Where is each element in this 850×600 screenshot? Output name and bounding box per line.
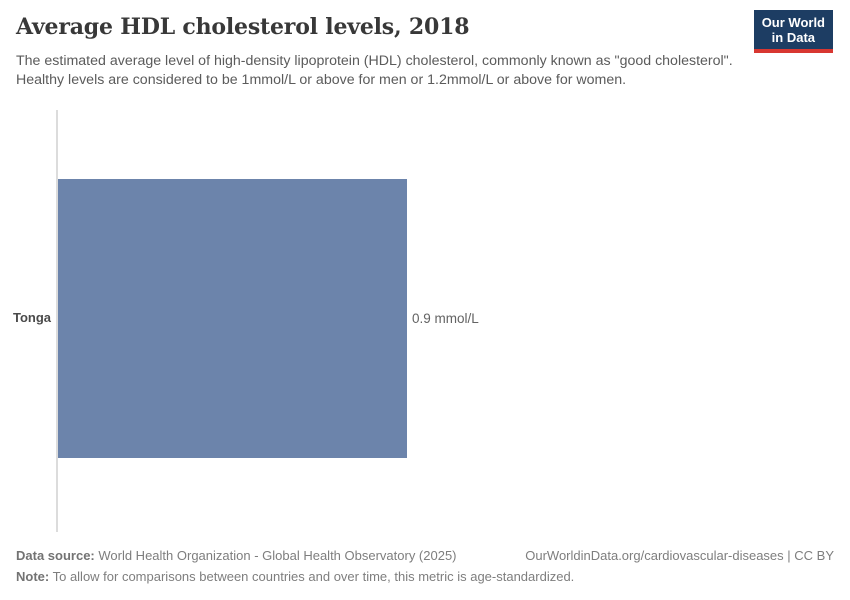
bar-value-label: 0.9 mmol/L bbox=[412, 311, 479, 326]
note-label: Note: bbox=[16, 569, 50, 584]
entity-label: Tonga bbox=[12, 310, 51, 325]
owid-logo: Our World in Data bbox=[753, 10, 833, 53]
y-axis-line bbox=[56, 110, 58, 532]
data-source-line: Data source: World Health Organization -… bbox=[16, 548, 457, 563]
bar bbox=[58, 179, 407, 458]
chart-subtitle: The estimated average level of high-dens… bbox=[16, 53, 733, 88]
note-line: Note: To allow for comparisons between c… bbox=[16, 569, 574, 584]
owid-logo-line2: in Data bbox=[771, 30, 816, 45]
data-source-label: Data source: bbox=[16, 548, 95, 563]
page-title: Average HDL cholesterol levels, 2018 bbox=[16, 14, 470, 40]
owid-url-link[interactable]: OurWorldinData.org/cardiovascular-diseas… bbox=[525, 548, 834, 563]
data-source-text: World Health Organization - Global Healt… bbox=[94, 548, 457, 563]
owid-logo-line1: Our World bbox=[761, 15, 825, 30]
chart-footer: Data source: World Health Organization -… bbox=[16, 548, 834, 584]
note-text: To allow for comparisons between countri… bbox=[49, 569, 575, 584]
